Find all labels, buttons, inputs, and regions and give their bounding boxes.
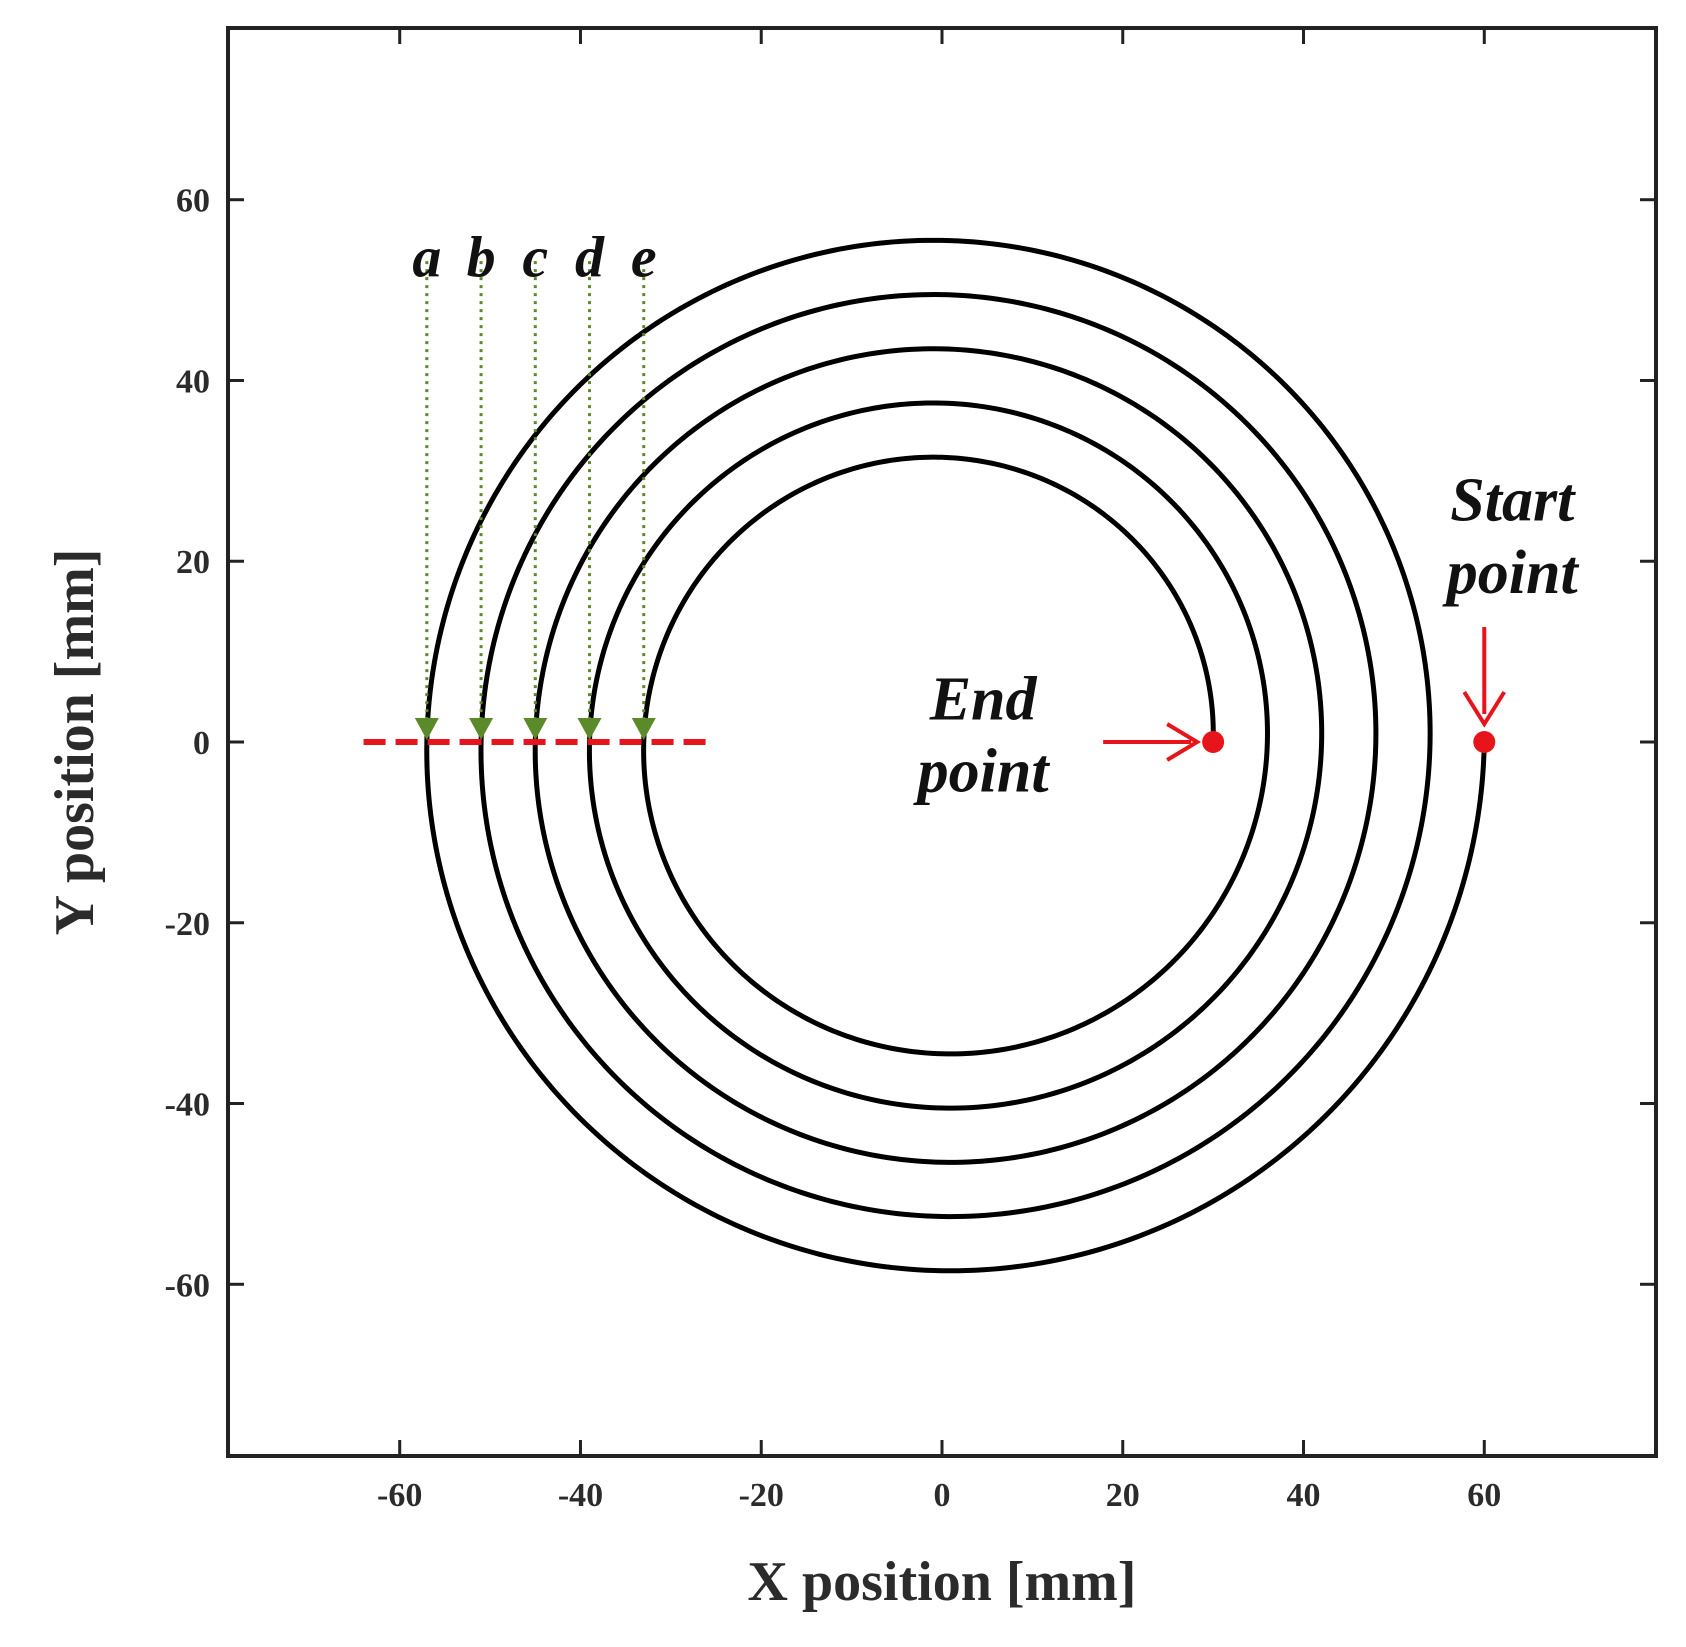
x-tick-label: -60 [377, 1477, 422, 1514]
y-tick-label: 20 [176, 544, 210, 581]
end-point-marker [1202, 731, 1225, 753]
pass-label-c: c [522, 224, 548, 289]
x-tick-label: 20 [1106, 1477, 1140, 1514]
x-tick-label: 60 [1467, 1477, 1501, 1514]
start-point-label: Start [1450, 467, 1576, 535]
start-point-label-line2: point [1442, 539, 1580, 607]
y-tick-label: -20 [165, 906, 210, 943]
pass-label-a: a [412, 224, 441, 289]
pass-label-d: d [575, 224, 605, 289]
x-tick-label: 40 [1287, 1477, 1321, 1514]
y-tick-label: -40 [165, 1087, 210, 1124]
x-tick-label: 0 [934, 1477, 951, 1514]
axis-ticks: -60 -40 -20 0 20 40 60 60 40 20 0 -20 -40 -60 [165, 28, 1656, 1514]
y-tick-label: -60 [165, 1267, 210, 1304]
start-point-marker [1473, 731, 1496, 753]
x-tick-label: -40 [558, 1477, 603, 1514]
guide-arrow-a [414, 718, 439, 740]
x-tick-label: -20 [739, 1477, 784, 1514]
guide-arrow-e [631, 718, 656, 740]
pass-label-b: b [467, 224, 496, 289]
x-axis-label: X position [mm] [748, 1551, 1137, 1613]
end-arrow-head [1166, 722, 1202, 762]
pass-label-e: e [631, 224, 657, 289]
guide-arrow-c [523, 718, 548, 740]
y-axis-label: Y position [mm] [44, 549, 106, 936]
y-tick-label: 60 [176, 183, 210, 220]
end-point-label: End [929, 665, 1038, 733]
end-point-label-line2: point [913, 738, 1051, 806]
start-arrow-head [1462, 690, 1506, 728]
guide-arrow-d [577, 718, 602, 740]
y-tick-label: 0 [193, 725, 210, 762]
guide-arrow-b [469, 718, 494, 740]
y-tick-label: 40 [176, 363, 210, 400]
